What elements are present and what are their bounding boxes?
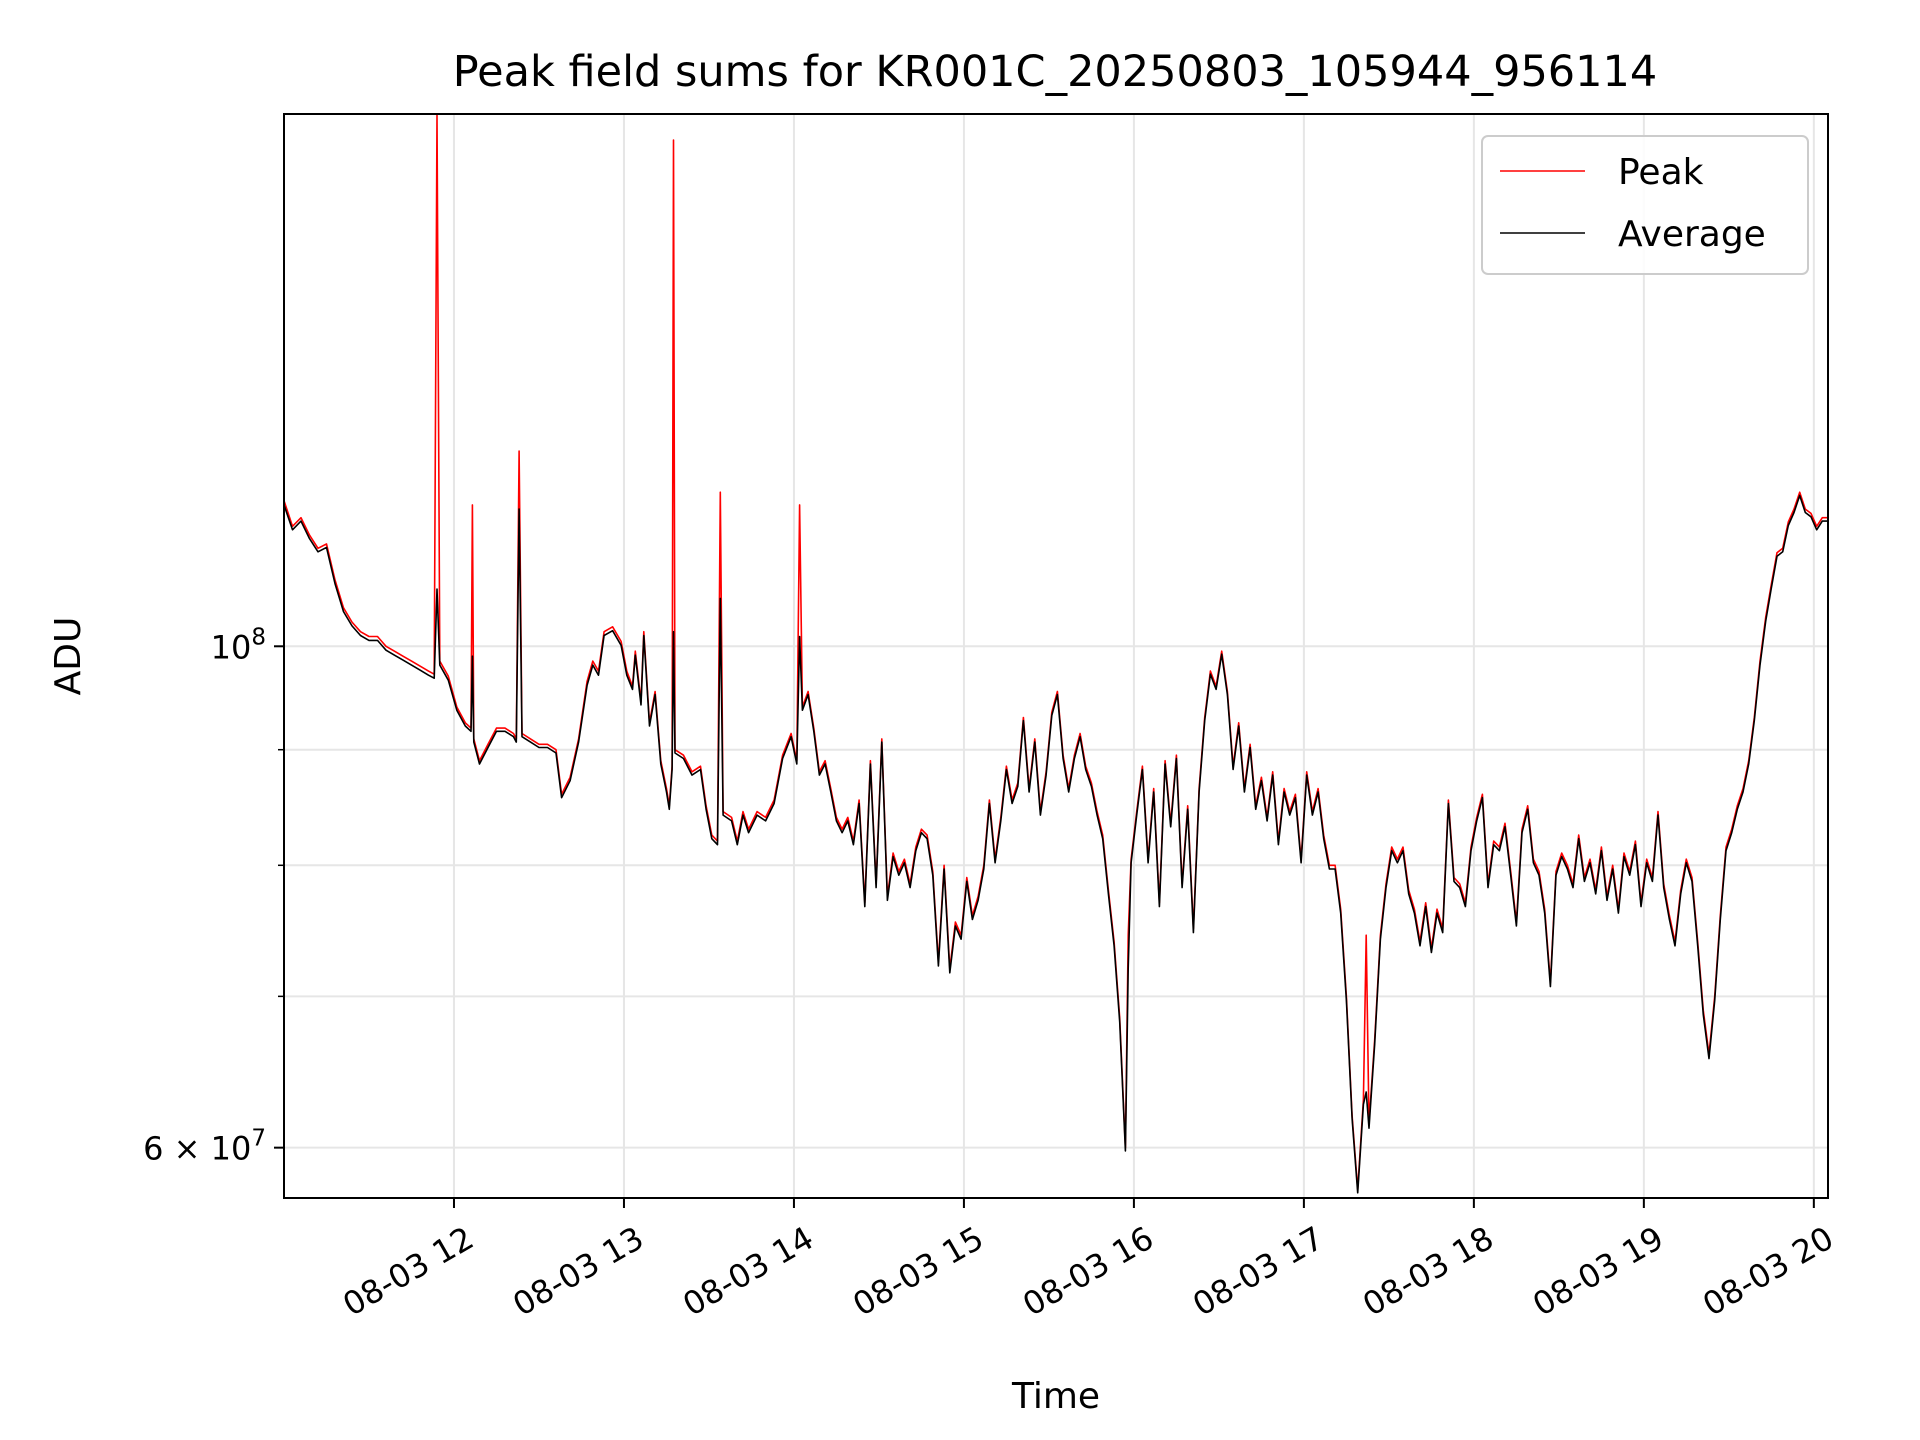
y-axis-label: ADU [48, 617, 89, 696]
legend-label-peak: Peak [1618, 152, 1704, 193]
series-layer [283, 113, 1828, 1194]
y-tick-label: 108 [211, 624, 266, 666]
y-axis-ticks: 6 × 107 108 [143, 624, 284, 1168]
grid-lines [284, 114, 1828, 1198]
series-line-average [283, 494, 1828, 1194]
legend-label-average: Average [1618, 214, 1766, 255]
plot-frame [283, 113, 1829, 1199]
y-tick-label: 6 × 107 [143, 1126, 266, 1168]
chart-title: Peak field sums for KR001C_20250803_1059… [453, 47, 1657, 97]
x-axis-label: Time [1011, 1376, 1100, 1417]
legend: Peak Average [1481, 135, 1809, 275]
